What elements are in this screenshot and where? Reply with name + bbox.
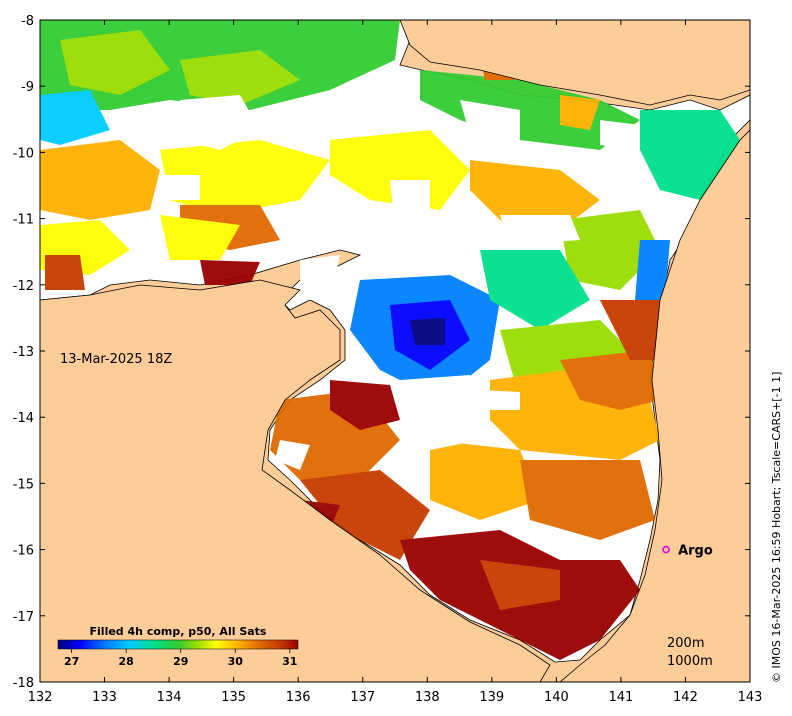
x-tick-label: 134 — [157, 690, 182, 705]
x-tick-label: 143 — [738, 690, 763, 705]
colorbar-title: Filled 4h comp, p50, All Sats — [90, 625, 267, 638]
colorbar-tick-label: 29 — [173, 655, 188, 668]
y-tick-label: -15 — [13, 477, 34, 492]
x-tick-label: 135 — [221, 690, 246, 705]
credit-text: © IMOS 16-Mar-2025 16:59 Hobart; Tscale=… — [770, 371, 783, 683]
colorbar: Filled 4h comp, p50, All Sats 27 28 29 30 31 — [57, 625, 299, 668]
y-tick-label: -10 — [13, 146, 34, 161]
x-tick-label: 132 — [28, 690, 53, 705]
argo-marker — [662, 545, 670, 554]
x-tick-label: 137 — [350, 690, 375, 705]
y-tick-label: -17 — [13, 610, 34, 625]
y-tick-label: -16 — [13, 544, 34, 559]
cloud-gaps — [160, 95, 640, 470]
depth-label-1000: 1000m — [667, 654, 713, 669]
arnhem-land — [40, 279, 551, 682]
colorbar-tick-label: 28 — [119, 655, 134, 668]
x-tick-label: 140 — [544, 690, 569, 705]
date-label: 13-Mar-2025 18Z — [60, 352, 172, 367]
depth-label-200: 200m — [667, 636, 704, 651]
y-tick-label: -13 — [13, 345, 34, 360]
x-tick-label: 133 — [92, 690, 117, 705]
colorbar-tick-label: 27 — [64, 655, 79, 668]
y-tick-label: -8 — [21, 14, 34, 29]
x-tick-label: 141 — [608, 690, 633, 705]
cape-york — [559, 129, 750, 682]
y-tick-label: -9 — [21, 80, 34, 95]
x-axis: 132 133 134 135 136 137 138 139 140 141 142 143 — [28, 20, 763, 705]
x-tick-label: 139 — [479, 690, 504, 705]
y-tick-label: -14 — [13, 411, 34, 426]
x-tick-label: 142 — [673, 690, 698, 705]
colorbar-tick-label: 30 — [228, 655, 244, 668]
colorbar-tick-label: 31 — [282, 655, 297, 668]
y-tick-label: -11 — [13, 213, 34, 228]
y-tick-label: -18 — [13, 676, 34, 691]
x-tick-label: 136 — [286, 690, 311, 705]
x-tick-label: 138 — [415, 690, 440, 705]
y-tick-label: -12 — [13, 279, 34, 294]
argo-label: Argo — [678, 544, 713, 559]
colorbar-gradient — [57, 639, 299, 650]
north-land — [399, 20, 750, 106]
y-axis: -8 -9 -10 -11 -12 -13 -14 -15 -16 -17 -18 — [13, 14, 750, 691]
